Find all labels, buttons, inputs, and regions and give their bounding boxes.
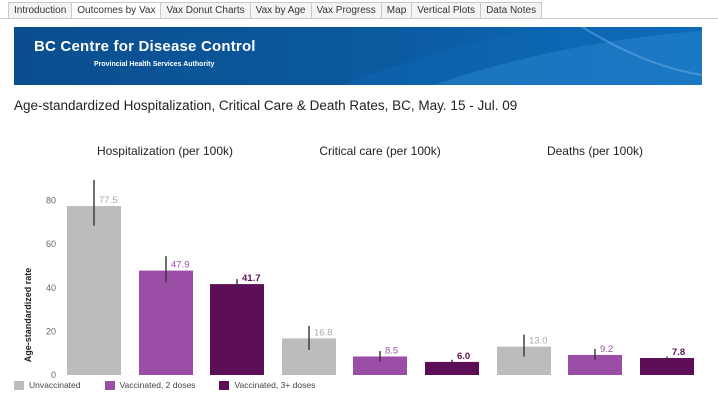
page-title: Age-standardized Hospitalization, Critic…: [14, 98, 518, 113]
bar: [210, 284, 264, 375]
bar: [353, 356, 407, 375]
outcomes-bar-chart: Age-standardized rate 0 20 40 60 80 Hospitaliz…: [23, 144, 694, 380]
dashboard-tab-bar: Introduction Outcomes by Vax Vax Donut Cha…: [8, 2, 543, 18]
tab-map[interactable]: Map: [380, 2, 413, 18]
y-axis-title: Age-standardized rate: [23, 268, 33, 363]
legend-label: Unvaccinated: [29, 380, 81, 390]
banner-subtitle: Provincial Health Services Authority: [94, 61, 215, 68]
y-tick-label: 80: [46, 196, 56, 206]
bar: [425, 361, 479, 375]
tab-introduction[interactable]: Introduction: [8, 2, 73, 18]
tab-data-notes[interactable]: Data Notes: [480, 2, 543, 18]
panel-title: Critical care (per 100k): [319, 144, 440, 158]
data-label: 13.0: [529, 336, 548, 347]
tab-vax-by-age[interactable]: Vax by Age: [249, 2, 312, 18]
bccdc-banner: BC Centre for Disease Control Provincial…: [14, 27, 702, 85]
bar: [640, 357, 694, 375]
tab-vertical-plots[interactable]: Vertical Plots: [411, 2, 482, 18]
legend-label: Vaccinated, 3+ doses: [234, 380, 316, 390]
legend-swatch: [14, 380, 24, 390]
bar: [67, 206, 121, 375]
tab-vax-progress[interactable]: Vax Progress: [310, 2, 382, 18]
y-tick-label: 20: [46, 326, 56, 336]
data-label: 16.8: [314, 327, 333, 338]
legend-swatch: [104, 380, 115, 390]
bar: [568, 354, 622, 375]
data-label: 7.8: [672, 347, 685, 358]
data-label: 6.0: [457, 351, 470, 362]
legend-item: Vaccinated, 3+ doses: [219, 380, 315, 390]
legend-label: Vaccinated, 2 doses: [119, 380, 196, 390]
tab-bar-divider: [0, 18, 718, 19]
tab-outcomes-by-vax[interactable]: Outcomes by Vax: [71, 2, 162, 18]
legend-item: Unvaccinated: [14, 380, 81, 390]
data-label: 41.7: [242, 273, 261, 284]
data-label: 77.5: [99, 195, 118, 206]
bar: [139, 270, 193, 375]
data-label: 9.2: [600, 344, 613, 355]
banner-swoosh-graphic: [344, 27, 702, 85]
data-label: 8.5: [385, 345, 398, 356]
chart-legend: Unvaccinated Vaccinated, 2 doses Vaccinate…: [14, 380, 339, 390]
legend-swatch: [219, 380, 230, 390]
y-tick-label: 40: [46, 283, 56, 293]
panel-title: Deaths (per 100k): [547, 144, 643, 158]
tab-vax-donut-charts[interactable]: Vax Donut Charts: [160, 2, 251, 18]
y-tick-label: 0: [51, 370, 56, 380]
panel-title: Hospitalization (per 100k): [97, 144, 233, 158]
banner-title: BC Centre for Disease Control: [34, 38, 256, 55]
data-label: 47.9: [171, 260, 190, 271]
legend-item: Vaccinated, 2 doses: [104, 380, 196, 390]
y-tick-label: 60: [46, 239, 56, 249]
